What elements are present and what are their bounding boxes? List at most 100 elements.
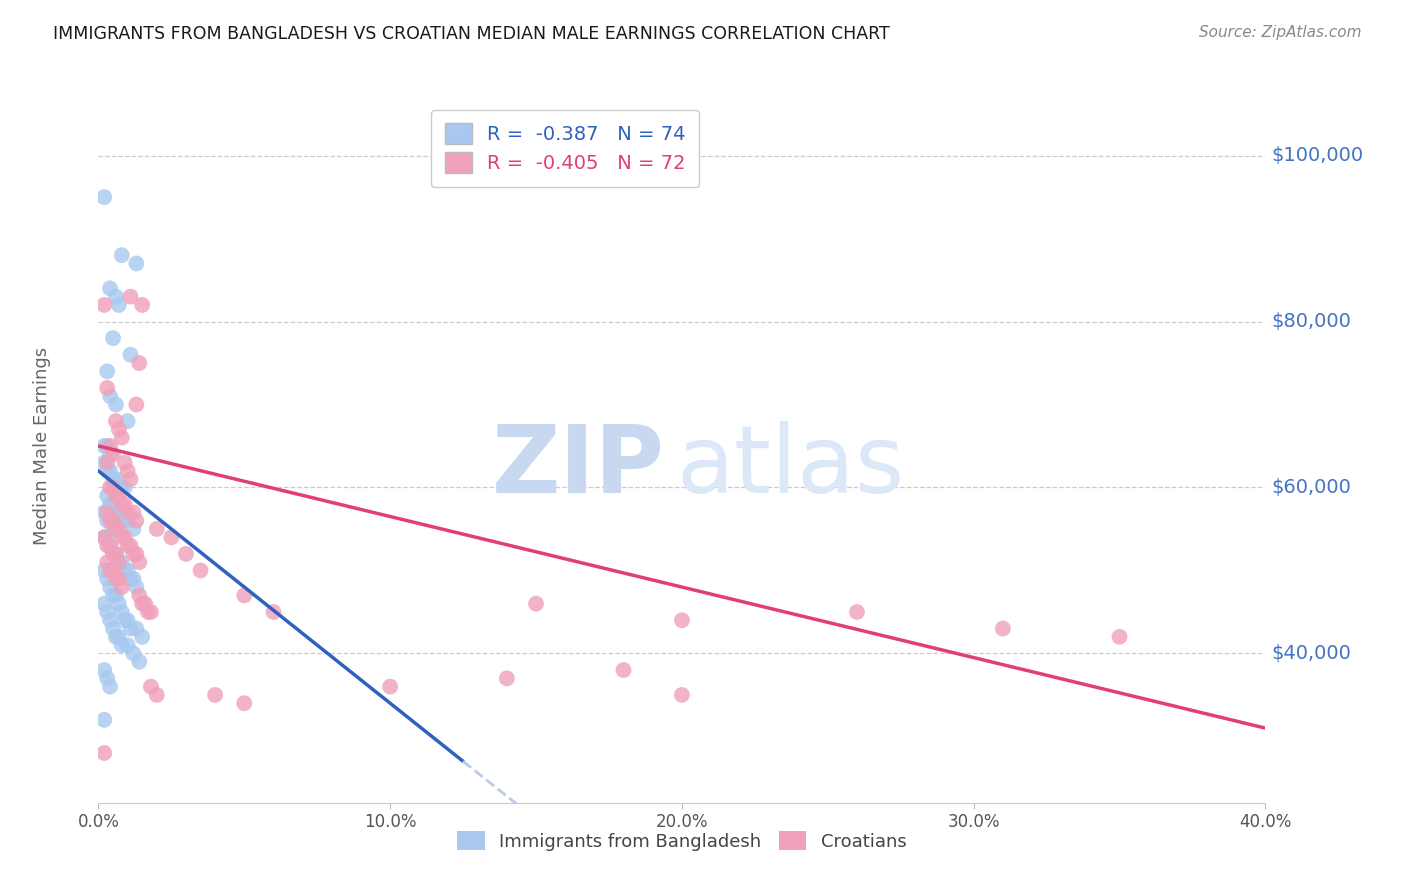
Point	[98, 539, 121, 553]
Point	[117, 539, 139, 553]
Point	[101, 472, 124, 486]
Point	[108, 555, 131, 569]
Point	[93, 190, 115, 204]
Point	[114, 497, 136, 511]
Point	[98, 580, 121, 594]
Point	[104, 572, 127, 586]
Point	[93, 530, 115, 544]
Point	[98, 481, 121, 495]
Point	[93, 663, 115, 677]
Point	[93, 597, 115, 611]
Point	[111, 431, 134, 445]
Point	[98, 613, 121, 627]
Point	[101, 497, 124, 511]
Point	[101, 588, 124, 602]
Point	[93, 298, 115, 312]
Point	[104, 522, 127, 536]
Point	[108, 522, 131, 536]
Point	[93, 713, 115, 727]
Point	[111, 555, 134, 569]
Point	[136, 605, 159, 619]
Point	[120, 539, 142, 553]
Point	[174, 547, 197, 561]
Point	[98, 514, 121, 528]
Point	[96, 464, 118, 478]
Point	[98, 497, 121, 511]
Point	[93, 746, 115, 760]
Point	[93, 564, 115, 578]
Point	[128, 356, 150, 370]
Point	[98, 514, 121, 528]
Point	[96, 514, 118, 528]
Point	[125, 514, 148, 528]
Point	[104, 290, 127, 304]
Point	[612, 663, 634, 677]
Point	[120, 472, 142, 486]
Point	[96, 381, 118, 395]
Point	[98, 464, 121, 478]
Point	[1108, 630, 1130, 644]
Text: atlas: atlas	[676, 421, 904, 514]
Point	[108, 505, 131, 519]
Point	[671, 613, 693, 627]
Point	[111, 514, 134, 528]
Point	[125, 256, 148, 270]
Point	[128, 555, 150, 569]
Text: $60,000: $60,000	[1271, 478, 1351, 497]
Point	[146, 522, 169, 536]
Point	[104, 397, 127, 411]
Point	[125, 580, 148, 594]
Text: $80,000: $80,000	[1271, 312, 1351, 331]
Point	[101, 331, 124, 345]
Point	[98, 439, 121, 453]
Point	[98, 447, 121, 461]
Point	[93, 530, 115, 544]
Point	[204, 688, 226, 702]
Point	[111, 580, 134, 594]
Point	[380, 680, 402, 694]
Point	[96, 439, 118, 453]
Point	[120, 348, 142, 362]
Point	[101, 447, 124, 461]
Point	[131, 298, 153, 312]
Point	[101, 481, 124, 495]
Point	[125, 547, 148, 561]
Point	[190, 564, 212, 578]
Point	[108, 572, 131, 586]
Point	[114, 481, 136, 495]
Point	[146, 688, 169, 702]
Point	[122, 572, 145, 586]
Point	[117, 464, 139, 478]
Point	[98, 564, 121, 578]
Point	[671, 688, 693, 702]
Point	[233, 696, 256, 710]
Point	[101, 514, 124, 528]
Point	[111, 605, 134, 619]
Point	[101, 522, 124, 536]
Point	[96, 456, 118, 470]
Point	[262, 605, 284, 619]
Point	[114, 564, 136, 578]
Point	[101, 547, 124, 561]
Point	[111, 497, 134, 511]
Point	[96, 539, 118, 553]
Point	[131, 630, 153, 644]
Point	[108, 422, 131, 436]
Point	[108, 481, 131, 495]
Point	[139, 605, 162, 619]
Point	[96, 555, 118, 569]
Text: Median Male Earnings: Median Male Earnings	[34, 347, 52, 545]
Point	[104, 505, 127, 519]
Point	[111, 248, 134, 262]
Point	[111, 638, 134, 652]
Point	[114, 530, 136, 544]
Point	[111, 530, 134, 544]
Point	[122, 505, 145, 519]
Point	[114, 456, 136, 470]
Point	[114, 613, 136, 627]
Point	[125, 622, 148, 636]
Point	[108, 555, 131, 569]
Point	[96, 505, 118, 519]
Point	[93, 456, 115, 470]
Point	[120, 572, 142, 586]
